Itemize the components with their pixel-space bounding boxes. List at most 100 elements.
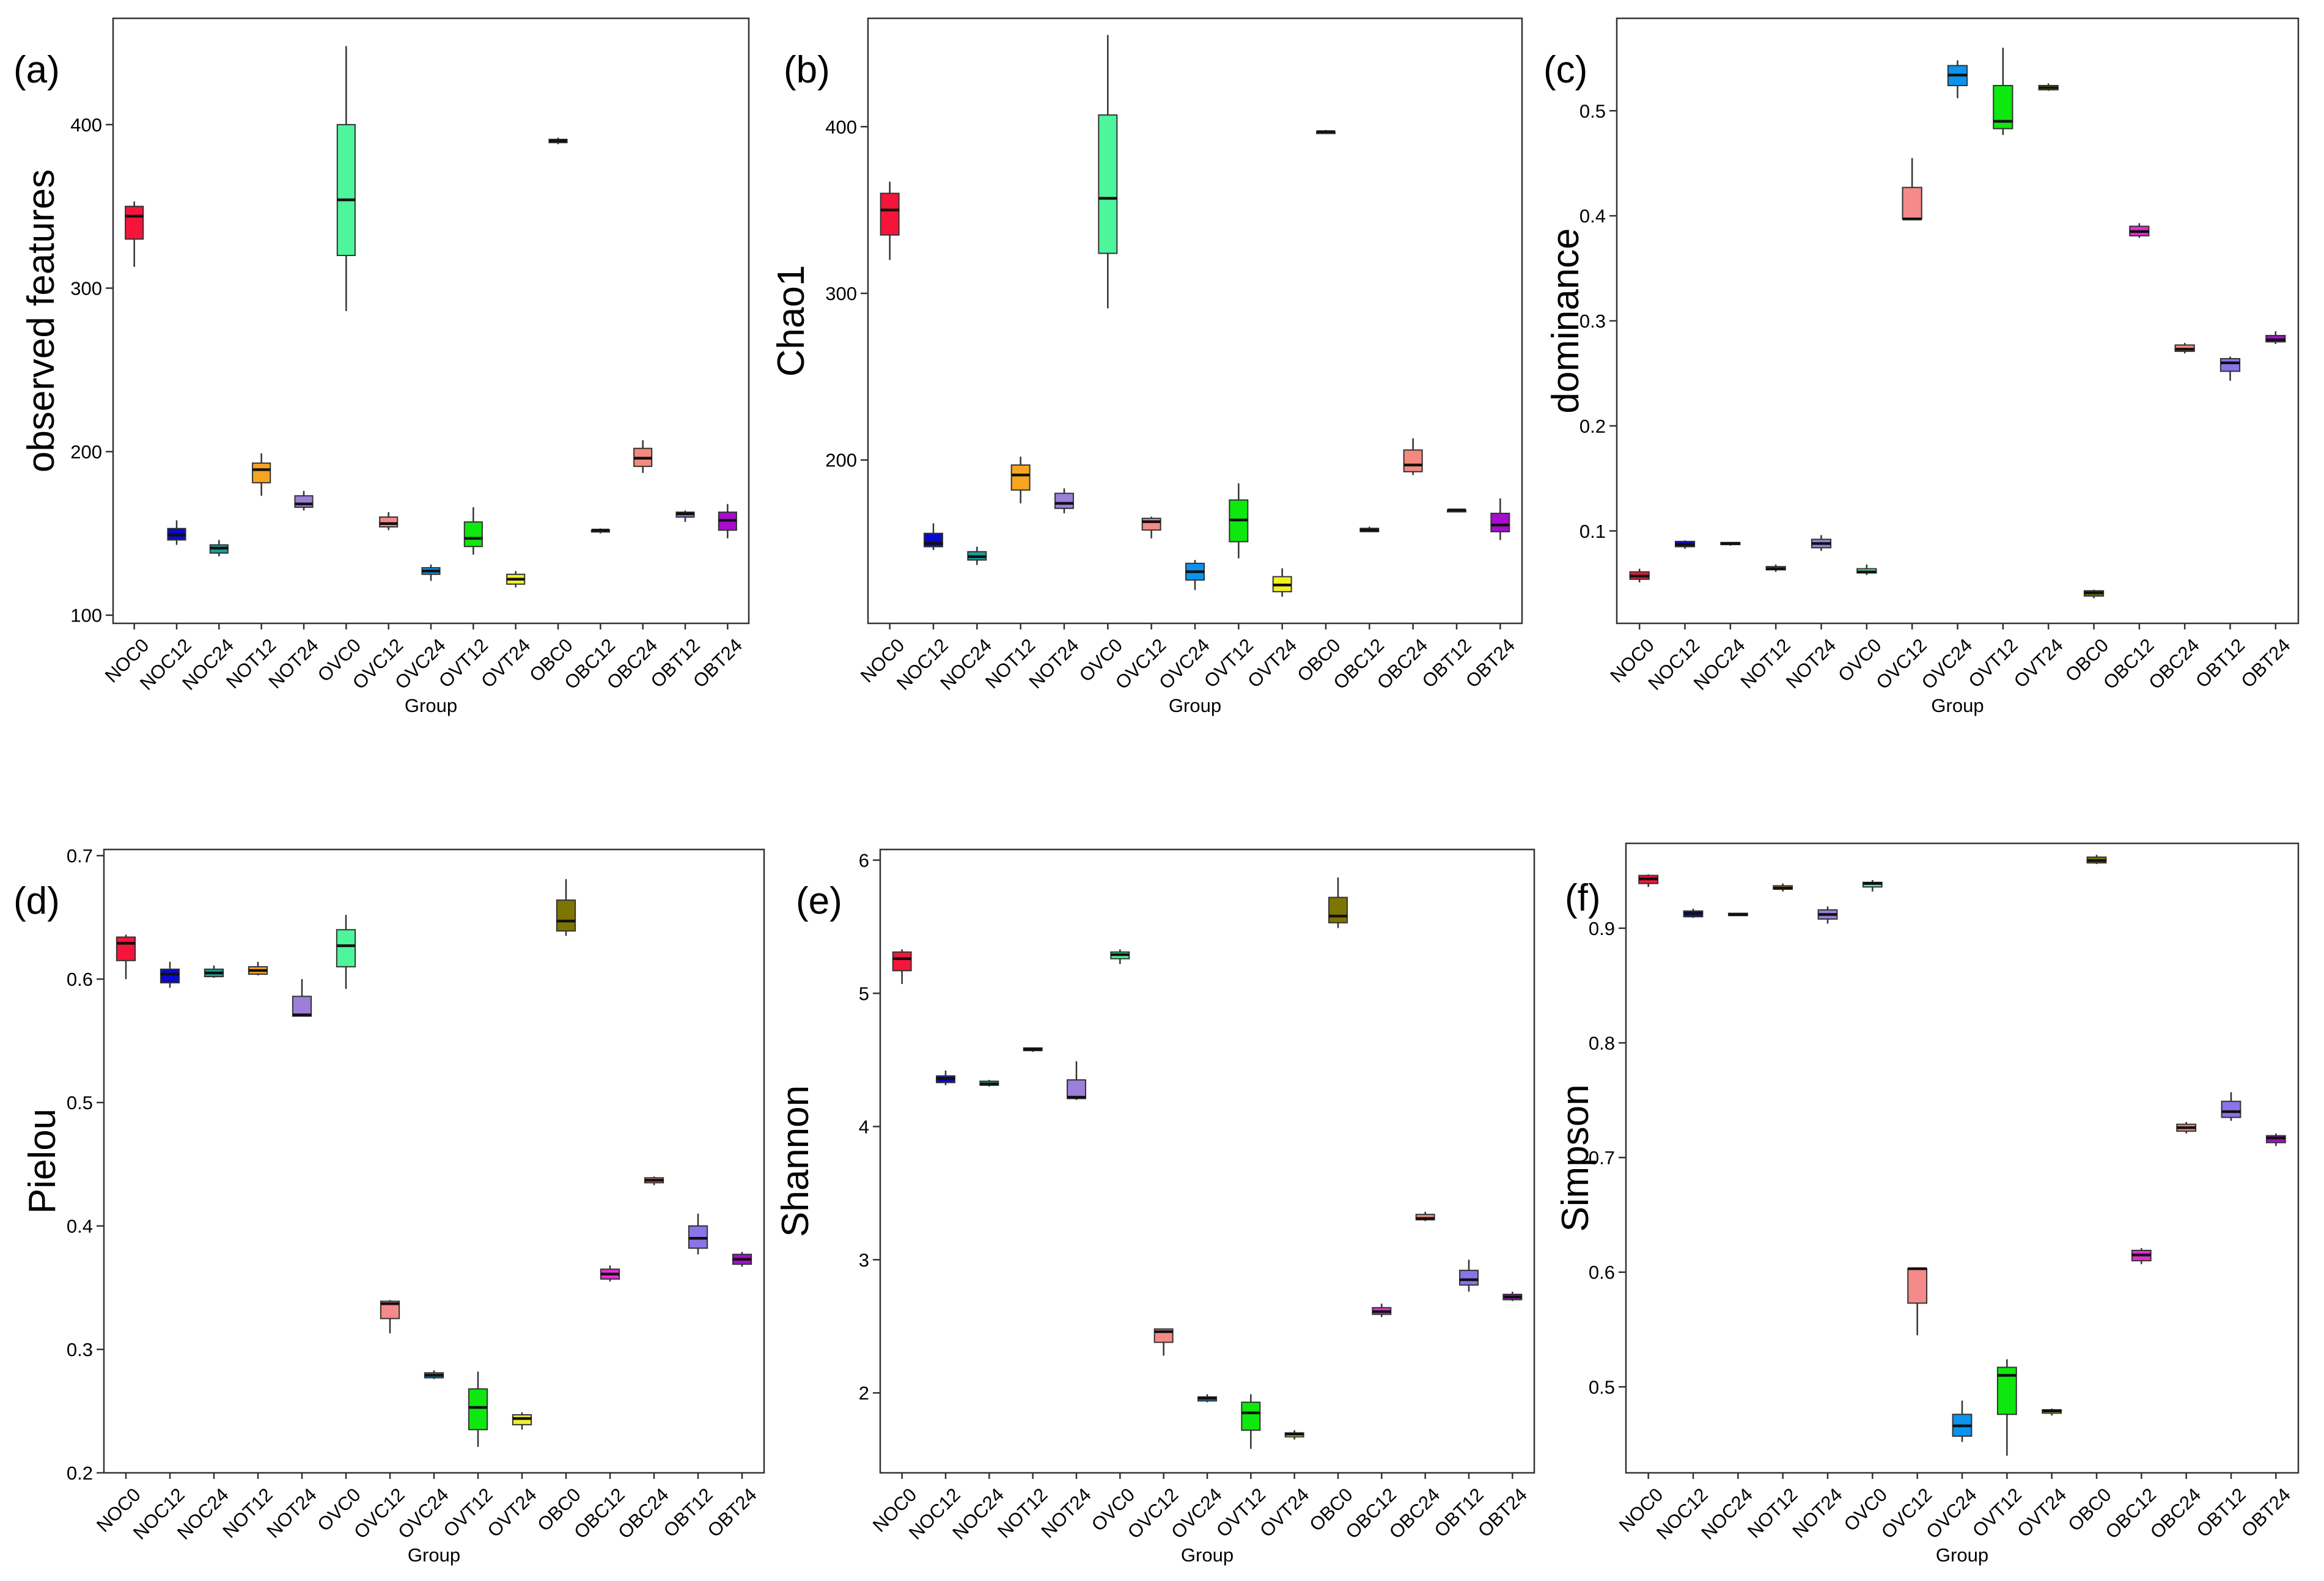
box-NOC12 [924, 523, 943, 550]
box-OVT24 [2042, 1408, 2062, 1416]
box-NOC24 [209, 540, 229, 557]
x-axis-title: Group [1181, 1544, 1234, 1566]
box-NOC12 [167, 520, 186, 545]
box-NOC0 [1629, 568, 1650, 582]
y-tick-label: 0.8 [1589, 1032, 1615, 1054]
box-OBC12 [2129, 223, 2150, 238]
y-tick-label: 100 [70, 605, 102, 626]
box-NOT12 [1010, 457, 1031, 504]
x-axis-title: Group [1936, 1544, 1988, 1566]
box-OBC12 [590, 528, 610, 534]
x-tick-label: OBC24 [2146, 1484, 2205, 1543]
box-OVT24 [512, 1412, 532, 1430]
x-tick-label: OBT12 [2193, 1484, 2250, 1541]
box-body [1490, 513, 1510, 532]
box-OBC0 [2083, 590, 2105, 598]
box-NOC12 [160, 961, 180, 988]
x-tick-label: NOC24 [1690, 634, 1749, 694]
y-tick-label: 300 [70, 277, 102, 299]
x-tick-label: OBT24 [2237, 1484, 2295, 1541]
box-OBT24 [2265, 331, 2286, 344]
box-OBT24 [718, 504, 737, 538]
y-axis-title: Shannon [774, 1085, 817, 1237]
y-tick-label: 0.2 [67, 1462, 93, 1484]
x-tick-label: NOT24 [1037, 1484, 1095, 1542]
y-tick-label: 0.2 [1579, 416, 1606, 437]
box-NOT12 [248, 961, 268, 976]
x-tick-label: OBC24 [614, 1484, 673, 1543]
y-tick-label: 300 [825, 283, 857, 304]
box-OVC12 [1153, 1328, 1174, 1356]
x-tick-label: OVC12 [1872, 634, 1931, 694]
box-OVC0 [336, 915, 356, 989]
box-OBT24 [1490, 498, 1510, 540]
plot-frame [103, 848, 765, 1474]
box-OBC0 [556, 879, 576, 936]
box-body [116, 936, 136, 961]
box-OVC24 [424, 1370, 444, 1379]
box-OBT12 [2219, 356, 2241, 381]
x-tick-label: OBT12 [1418, 634, 1476, 692]
y-tick-label: 0.5 [67, 1092, 93, 1113]
panel-tag: (e) [796, 880, 842, 922]
box-NOC24 [967, 546, 987, 565]
box-NOT12 [252, 453, 271, 496]
box-NOT24 [1054, 488, 1074, 513]
box-body [336, 123, 356, 256]
x-tick-label: OVC24 [394, 1484, 453, 1543]
box-OVC24 [1947, 60, 1968, 98]
box-OBC24 [1403, 438, 1423, 475]
panel-tag: (a) [13, 49, 60, 91]
box-OBT12 [675, 510, 695, 523]
box-NOC24 [979, 1080, 999, 1087]
x-axis-title: Group [1931, 695, 1984, 716]
x-tick-label: OVT24 [2013, 1484, 2070, 1541]
y-tick-label: 0.9 [1589, 918, 1615, 939]
box-NOT12 [1765, 564, 1786, 572]
x-tick-label: OBT24 [1474, 1484, 1531, 1541]
x-tick-label: OVT12 [439, 1484, 497, 1541]
box-OVC12 [379, 512, 399, 530]
y-tick-label: 0.1 [1579, 521, 1606, 542]
box-OBT24 [732, 1252, 752, 1267]
y-axis-title: observed features [20, 169, 62, 472]
box-body [1241, 1401, 1261, 1431]
box-NOC12 [1683, 908, 1704, 918]
box-OBT24 [2265, 1133, 2286, 1146]
box-OVC24 [1197, 1394, 1217, 1403]
x-tick-label: OVT12 [1964, 634, 2021, 692]
box-OVT24 [506, 571, 526, 588]
y-tick-label: 400 [825, 116, 857, 138]
y-axis-title: Pielou [21, 1109, 64, 1214]
box-OBC0 [1316, 130, 1336, 134]
box-OVC12 [380, 1300, 400, 1333]
x-tick-label: OBT12 [1430, 1484, 1488, 1541]
box-body [2219, 358, 2241, 372]
x-tick-label: OVT12 [1968, 1484, 2026, 1541]
panel-5: (e)23456ShannonNOC0NOC12NOC24NOT12NOT24O… [774, 848, 1535, 1566]
panel-tag: (c) [1543, 49, 1587, 91]
y-tick-label: 5 [859, 983, 869, 1004]
box-OVT24 [2038, 83, 2059, 91]
box-OBC0 [2086, 854, 2107, 864]
x-tick-label: OBC12 [2099, 634, 2158, 694]
y-tick-label: 200 [825, 450, 857, 471]
box-OVC24 [1185, 560, 1205, 590]
box-OVT12 [1996, 1359, 2017, 1456]
box-OBC24 [2174, 343, 2195, 354]
panel-3: (c)0.10.20.30.40.5dominanceNOC0NOC12NOC2… [1543, 17, 2300, 716]
box-OVC0 [1098, 35, 1118, 309]
x-tick-label: OBC12 [2101, 1484, 2160, 1543]
box-OBC12 [600, 1265, 620, 1282]
plot-frame [867, 17, 1523, 625]
box-OVT12 [1993, 48, 2013, 135]
box-body [1902, 186, 1922, 220]
box-OBC12 [1359, 526, 1380, 533]
x-tick-label: OVT24 [1256, 1484, 1313, 1541]
y-tick-label: 2 [859, 1382, 869, 1404]
box-OVT12 [1241, 1394, 1261, 1449]
box-OBT12 [1459, 1260, 1479, 1292]
x-axis-title: Group [405, 695, 457, 716]
panel-tag: (d) [13, 880, 60, 922]
